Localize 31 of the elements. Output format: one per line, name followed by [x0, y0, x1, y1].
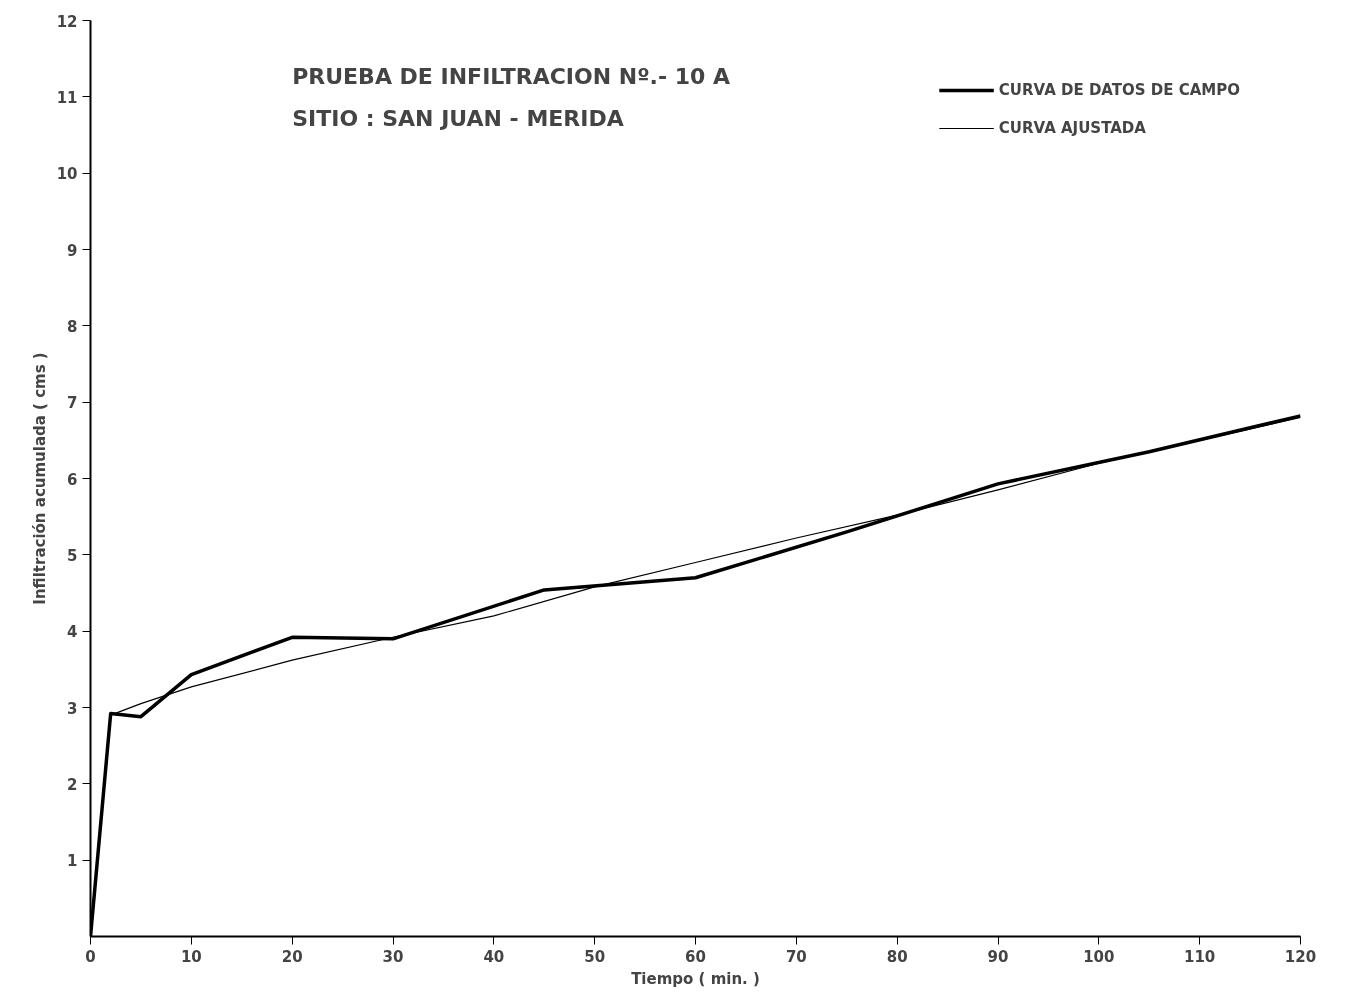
- x-tick-label: 80: [886, 947, 908, 966]
- y-tick-label: 5: [67, 546, 78, 565]
- x-tick-label: 20: [281, 947, 303, 966]
- y-tick-label: 1: [67, 852, 78, 871]
- y-tick-label: 3: [67, 699, 78, 718]
- x-tick-label: 90: [987, 947, 1009, 966]
- y-tick-label: 8: [67, 317, 78, 336]
- y-tick-label: 11: [56, 88, 78, 107]
- x-tick-label: 50: [584, 947, 606, 966]
- x-tick-label: 120: [1284, 947, 1317, 966]
- y-tick-label: 4: [67, 623, 78, 642]
- x-tick-label: 110: [1184, 947, 1216, 966]
- x-tick-label: 70: [785, 947, 807, 966]
- y-tick-label: 9: [67, 241, 78, 260]
- text: PRUEBA DE INFILTRACION Nº.- 10 A: [292, 64, 731, 90]
- x-tick-label: 100: [1083, 947, 1115, 966]
- x-tick-label: 10: [180, 947, 202, 966]
- text: SITIO : SAN JUAN - MERIDA: [292, 106, 624, 132]
- y-tick-label: 10: [56, 165, 78, 184]
- x-axis-title: Tiempo ( min. ): [631, 969, 760, 988]
- legend-label: CURVA DE DATOS DE CAMPO: [998, 81, 1240, 99]
- y-tick-label: 12: [56, 12, 78, 31]
- x-tick-label: 0: [85, 947, 96, 966]
- y-tick-label: 2: [67, 775, 78, 794]
- x-tick-label: 30: [382, 947, 404, 966]
- y-axis-title: Infiltración acumulada ( cms ): [30, 352, 49, 605]
- legend-label: CURVA AJUSTADA: [998, 119, 1146, 137]
- y-tick-label: 6: [67, 470, 78, 489]
- x-tick-label: 60: [685, 947, 706, 966]
- y-tick-label: 7: [67, 394, 78, 413]
- x-tick-label: 40: [483, 947, 505, 966]
